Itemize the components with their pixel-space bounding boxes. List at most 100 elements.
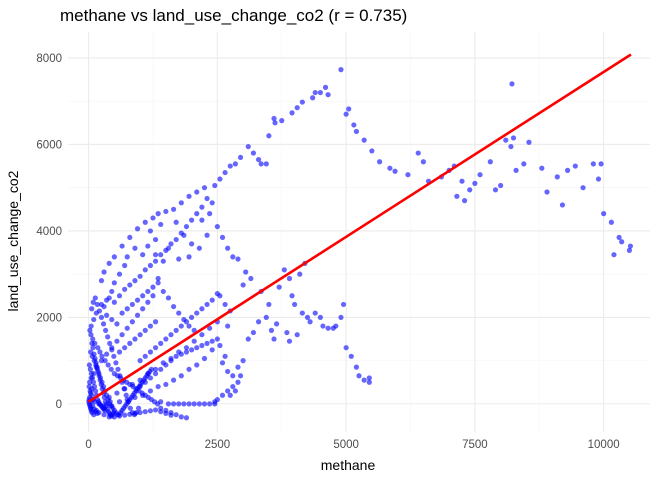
- data-point: [116, 349, 123, 355]
- data-point: [240, 358, 246, 364]
- data-points: [86, 67, 634, 421]
- data-point: [96, 373, 102, 379]
- data-point: [104, 351, 110, 357]
- data-point: [114, 338, 120, 344]
- data-point: [194, 345, 200, 351]
- data-point: [170, 206, 177, 212]
- data-point: [513, 167, 519, 173]
- data-point: [212, 401, 218, 407]
- data-point: [196, 401, 202, 407]
- data-point: [286, 275, 293, 282]
- data-point: [461, 198, 468, 204]
- data-point: [152, 236, 159, 243]
- data-point: [271, 336, 277, 342]
- data-point: [219, 234, 226, 241]
- y-axis-title: land_use_change_co2: [5, 170, 21, 311]
- data-point: [225, 245, 231, 251]
- data-point: [307, 319, 313, 325]
- data-point: [289, 293, 295, 299]
- data-point: [348, 353, 354, 359]
- data-point: [134, 312, 141, 318]
- data-point: [320, 323, 326, 329]
- data-point: [178, 230, 184, 236]
- data-point: [189, 217, 195, 223]
- data-point: [243, 269, 249, 275]
- data-point: [88, 332, 94, 338]
- data-point: [111, 353, 117, 359]
- data-point: [114, 390, 120, 396]
- data-point: [173, 219, 179, 225]
- data-point: [186, 366, 192, 372]
- data-point: [209, 200, 215, 206]
- data-point: [145, 243, 151, 249]
- data-point: [108, 366, 114, 372]
- data-point: [92, 355, 98, 362]
- data-point: [181, 401, 187, 407]
- data-point: [137, 409, 143, 416]
- data-point: [145, 299, 151, 305]
- y-tick-label: 0: [56, 399, 62, 411]
- data-point: [113, 360, 119, 366]
- data-point: [101, 394, 107, 401]
- data-point: [250, 329, 257, 336]
- data-point: [189, 347, 195, 353]
- data-point: [152, 371, 159, 377]
- data-point: [572, 163, 578, 169]
- data-point: [140, 252, 146, 258]
- data-point: [590, 161, 596, 167]
- data-point: [272, 120, 278, 126]
- data-point: [163, 247, 169, 253]
- data-point: [263, 314, 269, 321]
- data-point: [194, 211, 200, 217]
- data-point: [199, 217, 205, 223]
- data-point: [88, 390, 94, 396]
- data-point: [509, 81, 515, 87]
- x-tick-label: 0: [85, 439, 91, 451]
- data-point: [217, 176, 223, 182]
- data-point: [232, 161, 238, 167]
- data-point: [338, 314, 344, 321]
- data-point: [102, 358, 108, 364]
- data-point: [183, 349, 190, 355]
- data-point: [230, 383, 236, 390]
- data-point: [564, 167, 571, 173]
- data-point: [353, 128, 360, 135]
- data-point: [237, 373, 244, 379]
- data-point: [92, 388, 99, 394]
- data-point: [176, 310, 182, 316]
- data-point: [90, 345, 96, 351]
- data-point: [94, 364, 100, 370]
- data-point: [377, 159, 383, 165]
- data-point: [99, 386, 105, 392]
- data-point: [199, 306, 205, 312]
- data-point: [168, 241, 174, 247]
- data-point: [227, 392, 233, 398]
- data-point: [248, 275, 254, 282]
- data-point: [88, 371, 95, 377]
- data-point: [222, 353, 228, 359]
- data-point: [237, 154, 244, 161]
- data-point: [222, 169, 228, 176]
- data-point: [191, 338, 197, 344]
- data-point: [173, 412, 179, 418]
- data-point: [93, 360, 99, 366]
- data-point: [89, 375, 96, 381]
- data-point: [134, 226, 141, 232]
- data-point: [168, 412, 174, 418]
- data-point: [201, 185, 208, 191]
- data-point: [199, 332, 205, 338]
- data-point: [212, 182, 218, 189]
- y-tick-label: 6000: [36, 139, 62, 151]
- data-point: [183, 345, 190, 351]
- data-point: [183, 223, 190, 230]
- data-point: [163, 336, 169, 342]
- data-point: [140, 293, 146, 299]
- data-point: [158, 409, 164, 415]
- data-point: [235, 256, 241, 262]
- data-point: [420, 159, 426, 165]
- data-point: [168, 332, 174, 338]
- data-point: [101, 303, 107, 310]
- data-point: [477, 172, 483, 178]
- data-point: [152, 345, 159, 351]
